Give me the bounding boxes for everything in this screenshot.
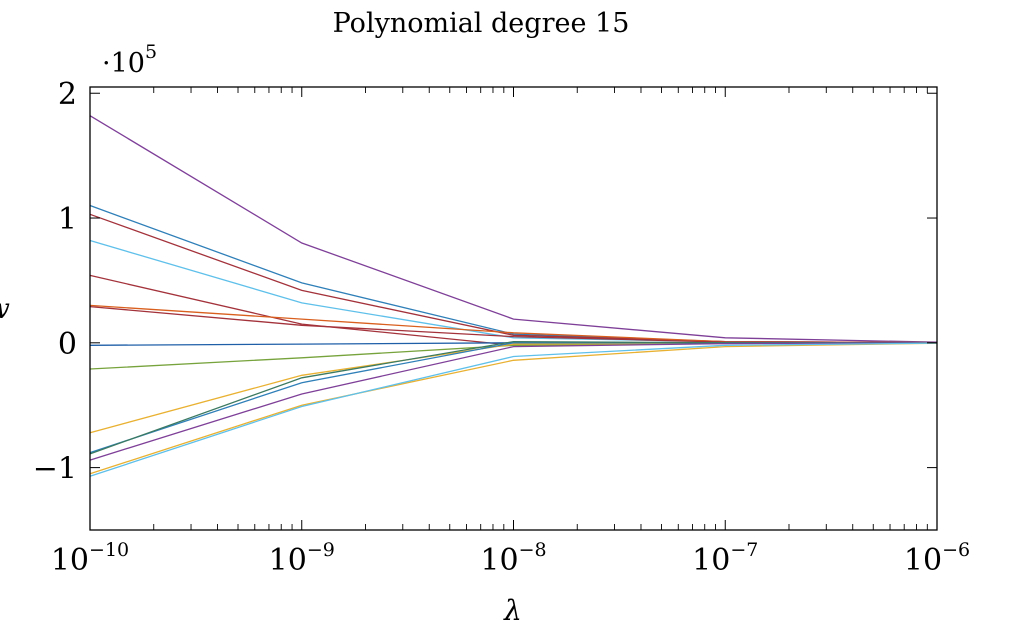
y-tick-label: 1 <box>58 202 77 237</box>
x-tick-label-exp: −10 <box>89 539 129 561</box>
x-tick-label-base: 10 <box>904 543 942 578</box>
x-tick-label-exp: −8 <box>519 539 547 561</box>
y-tick-label: −1 <box>33 452 77 487</box>
x-tick-label-base: 10 <box>480 543 518 578</box>
x-tick-label: 10−10 <box>51 539 129 578</box>
x-tick-label-exp: −9 <box>307 539 335 561</box>
y-multiplier-exp: 5 <box>145 41 157 63</box>
tick-layer <box>89 87 938 530</box>
x-tick-label-exp: −6 <box>942 539 970 561</box>
plot-frame <box>89 86 938 531</box>
series-line-1 <box>89 115 938 343</box>
series-line-15 <box>89 342 938 477</box>
x-axis-label: λ <box>503 594 522 627</box>
y-multiplier: ·105 <box>102 41 157 79</box>
y-axis-label: w <box>0 292 10 325</box>
x-tick-label: 10−8 <box>480 539 546 578</box>
series-line-14 <box>89 342 938 475</box>
y-tick-label: 2 <box>58 77 77 112</box>
chart-title: Polynomial degree 15 <box>333 8 630 39</box>
series-line-4 <box>89 239 938 344</box>
series-line-13 <box>89 342 938 461</box>
x-tick-label-base: 10 <box>269 543 307 578</box>
series-line-2 <box>89 204 938 344</box>
y-multiplier-base: ·10 <box>102 48 145 79</box>
y-tick-label: 0 <box>58 327 77 362</box>
x-tick-label-base: 10 <box>51 543 89 578</box>
x-tick-label-exp: −7 <box>730 539 758 561</box>
x-tick-label-base: 10 <box>692 543 730 578</box>
x-tick-label: 10−6 <box>904 539 970 578</box>
x-tick-label: 10−9 <box>269 539 335 578</box>
x-tick-label: 10−7 <box>692 539 758 578</box>
series-layer <box>89 115 938 477</box>
